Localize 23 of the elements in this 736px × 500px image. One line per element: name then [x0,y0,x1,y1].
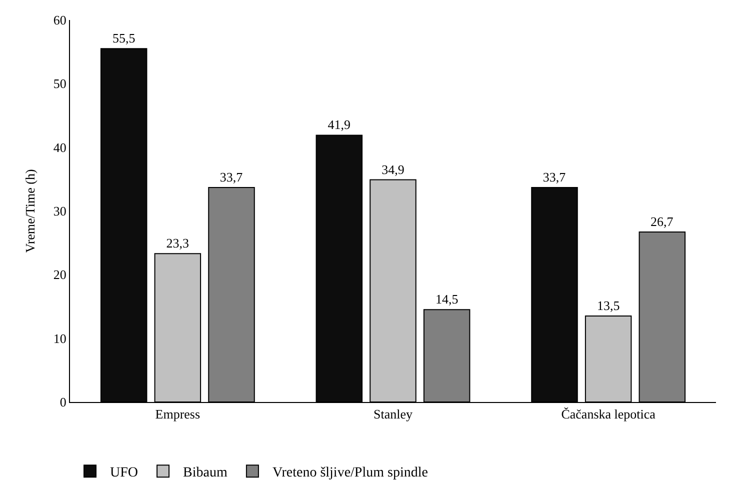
data-label: 23,3 [166,236,190,251]
data-label: 55,5 [112,30,136,46]
data-label: 14,5 [435,292,458,307]
y-axis-title: Vreme/Time (h) [22,169,38,253]
data-label: 33,7 [542,169,566,184]
y-tick-label: 50 [53,76,66,92]
data-label: 41,9 [328,117,351,132]
legend-label: UFO [110,466,138,481]
data-label: 33,7 [220,169,244,184]
legend-label: Vreteno šljive/Plum spindle [272,466,428,481]
data-label: 34,9 [382,162,404,177]
x-tick-label: Empress [155,406,200,422]
data-label: 13,5 [596,298,620,314]
data-label: 26,7 [650,214,674,230]
x-tick-label: Stanley [374,406,413,422]
x-tick-label: Čačanska lepotica [561,406,656,422]
y-tick-label: 30 [53,204,66,219]
y-tick-label: 60 [53,12,66,28]
y-tick-label: 0 [60,394,66,410]
legend-label: Bibaum [183,466,228,481]
y-tick-label: 20 [53,267,66,282]
y-tick-label: 40 [53,140,66,155]
y-tick-label: 10 [53,330,66,346]
